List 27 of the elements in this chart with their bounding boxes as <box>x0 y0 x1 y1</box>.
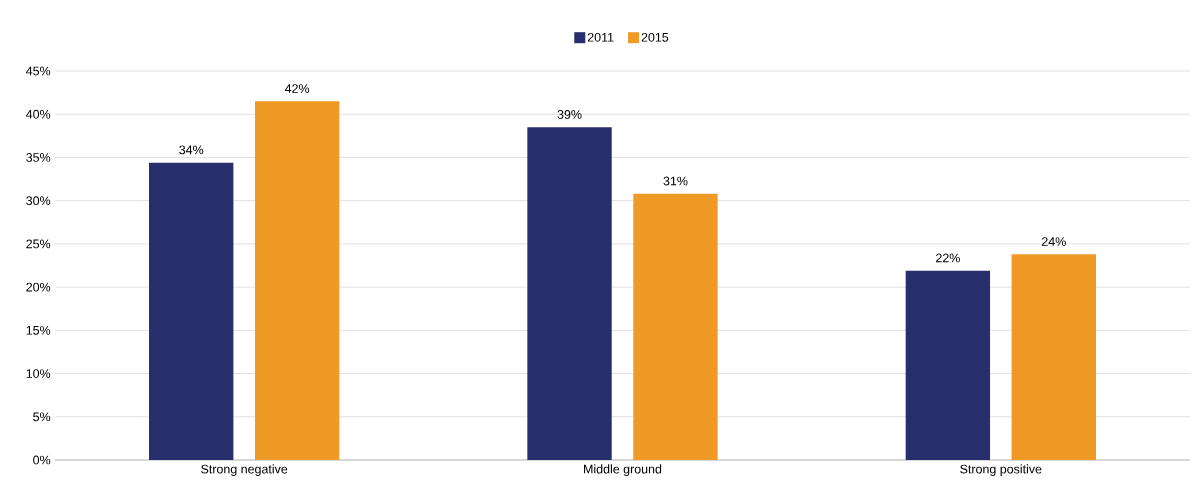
data-label: 42% <box>284 84 310 93</box>
y-tick-label: 0% <box>33 455 51 465</box>
bar <box>149 162 234 460</box>
x-tick-label: Middle ground <box>584 464 662 476</box>
y-tick-label: 20% <box>26 282 51 292</box>
y-tick-label: 35% <box>26 153 51 162</box>
bar <box>905 270 991 460</box>
y-tick-label: 5% <box>33 412 51 422</box>
y-tick-label: 10% <box>26 369 51 378</box>
y-tick-label: 45% <box>26 66 51 76</box>
bar <box>254 101 340 460</box>
legend-label: 2015 <box>641 32 669 42</box>
bar <box>1011 254 1096 460</box>
y-tick-label: 25% <box>26 239 51 249</box>
data-label: 34% <box>179 145 204 155</box>
data-label: 24% <box>1041 237 1066 246</box>
bar <box>633 193 718 460</box>
data-label: 31% <box>663 176 688 186</box>
data-label: 22% <box>936 253 960 263</box>
legend-label: 2011 <box>587 32 614 42</box>
bar <box>527 127 612 460</box>
data-label: 39% <box>557 110 582 119</box>
x-tick-label: Strong positive <box>960 464 1042 476</box>
y-tick-label: 40% <box>26 109 51 119</box>
y-tick-label: 15% <box>26 325 51 335</box>
y-tick-label: 30% <box>26 196 51 206</box>
x-tick-label: Strong negative <box>201 464 288 476</box>
